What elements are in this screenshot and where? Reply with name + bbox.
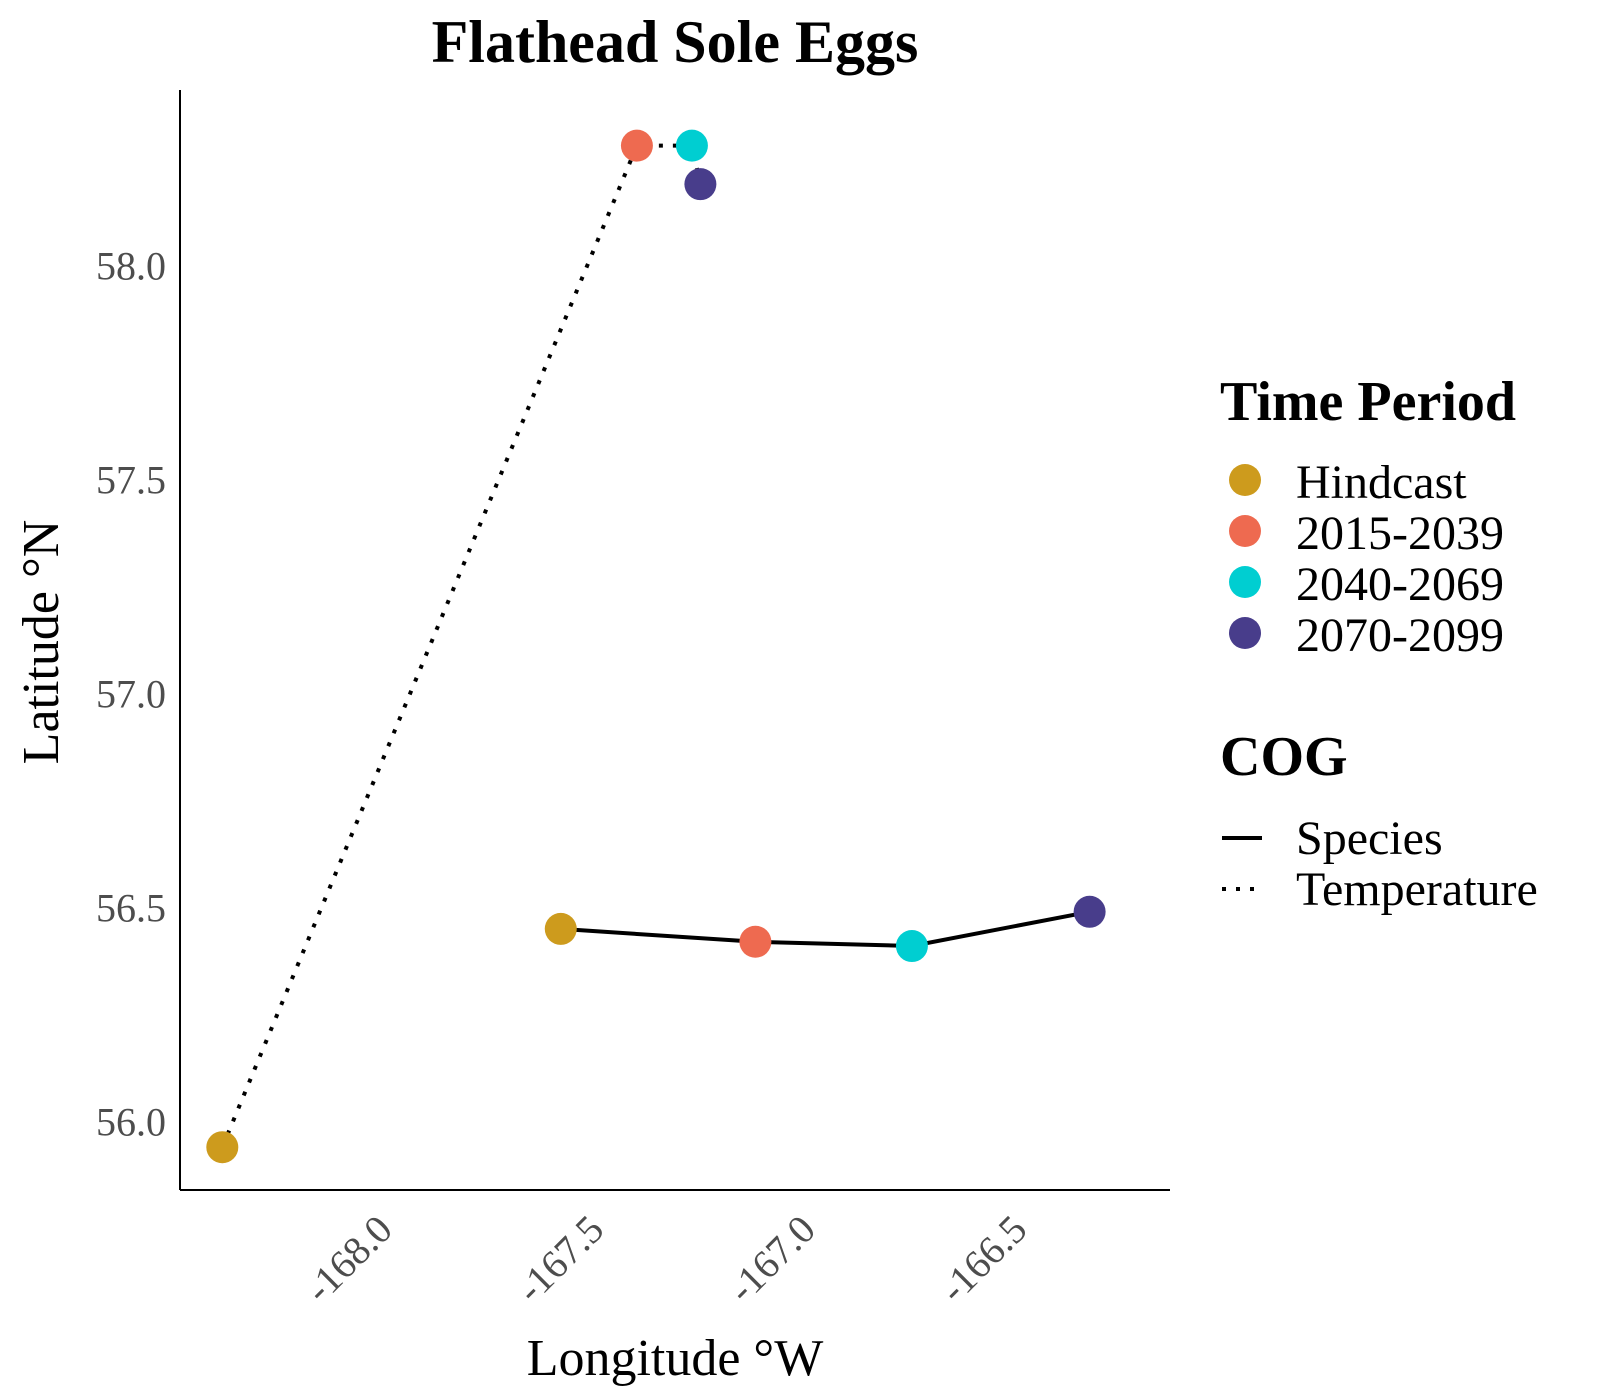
- temperature-line: [220, 143, 703, 1148]
- chart-title: Flathead Sole Eggs: [432, 9, 919, 75]
- x-axis-ticks: -168.0 -167.5 -167.0 -166.5: [296, 1206, 1035, 1311]
- species-point: [739, 925, 772, 958]
- series-points: [206, 129, 1106, 1164]
- legend-title-cog: COG: [1220, 726, 1348, 788]
- y-tick-label: 56.0: [96, 1100, 166, 1145]
- y-tick-label: 57.5: [96, 457, 166, 502]
- legend-color-label: Hindcast: [1296, 456, 1467, 509]
- species-point: [895, 930, 928, 963]
- x-tick-label: -167.5: [507, 1206, 612, 1311]
- y-tick-label: 58.0: [96, 243, 166, 288]
- temperature-point: [684, 168, 717, 201]
- legend-line-label: Species: [1296, 812, 1443, 865]
- legend-color-key: [1229, 515, 1261, 547]
- temperature-point: [620, 129, 653, 162]
- y-axis-title: Latitude °N: [13, 520, 70, 765]
- x-tick-label: -168.0: [296, 1206, 401, 1311]
- temperature-point: [206, 1131, 239, 1164]
- plot-area: 56.056.557.057.558.0 -168.0 -167.5 -167.0-…: [96, 90, 1170, 1311]
- x-tick-label: -166.5: [931, 1206, 1036, 1311]
- legend-title-time-period: Time Period: [1220, 371, 1516, 433]
- legend: Time Period Hindcast2015-20392040-206920…: [1220, 371, 1538, 916]
- legend-color-label: 2070-2099: [1296, 609, 1504, 662]
- legend-color-label: 2015-2039: [1296, 507, 1504, 560]
- legend-color-label: 2040-2069: [1296, 558, 1504, 611]
- legend-color-key: [1229, 566, 1261, 598]
- x-tick-label: -167.0: [719, 1206, 824, 1311]
- legend-line-label: Temperature: [1296, 863, 1538, 916]
- legend-color-key: [1229, 617, 1261, 649]
- species-line: [560, 909, 1090, 949]
- y-axis-ticks: 56.0 56.5 57.0 57.5 58.0: [96, 243, 166, 1144]
- y-tick-label: 56.5: [96, 886, 166, 931]
- series-lines: [220, 143, 1090, 1148]
- x-axis-title: Longitude °W: [527, 1330, 824, 1387]
- species-point: [1073, 895, 1106, 928]
- legend-color-key: [1229, 464, 1261, 496]
- species-point: [544, 912, 577, 945]
- y-tick-label: 57.0: [96, 672, 166, 717]
- temperature-point: [675, 129, 708, 162]
